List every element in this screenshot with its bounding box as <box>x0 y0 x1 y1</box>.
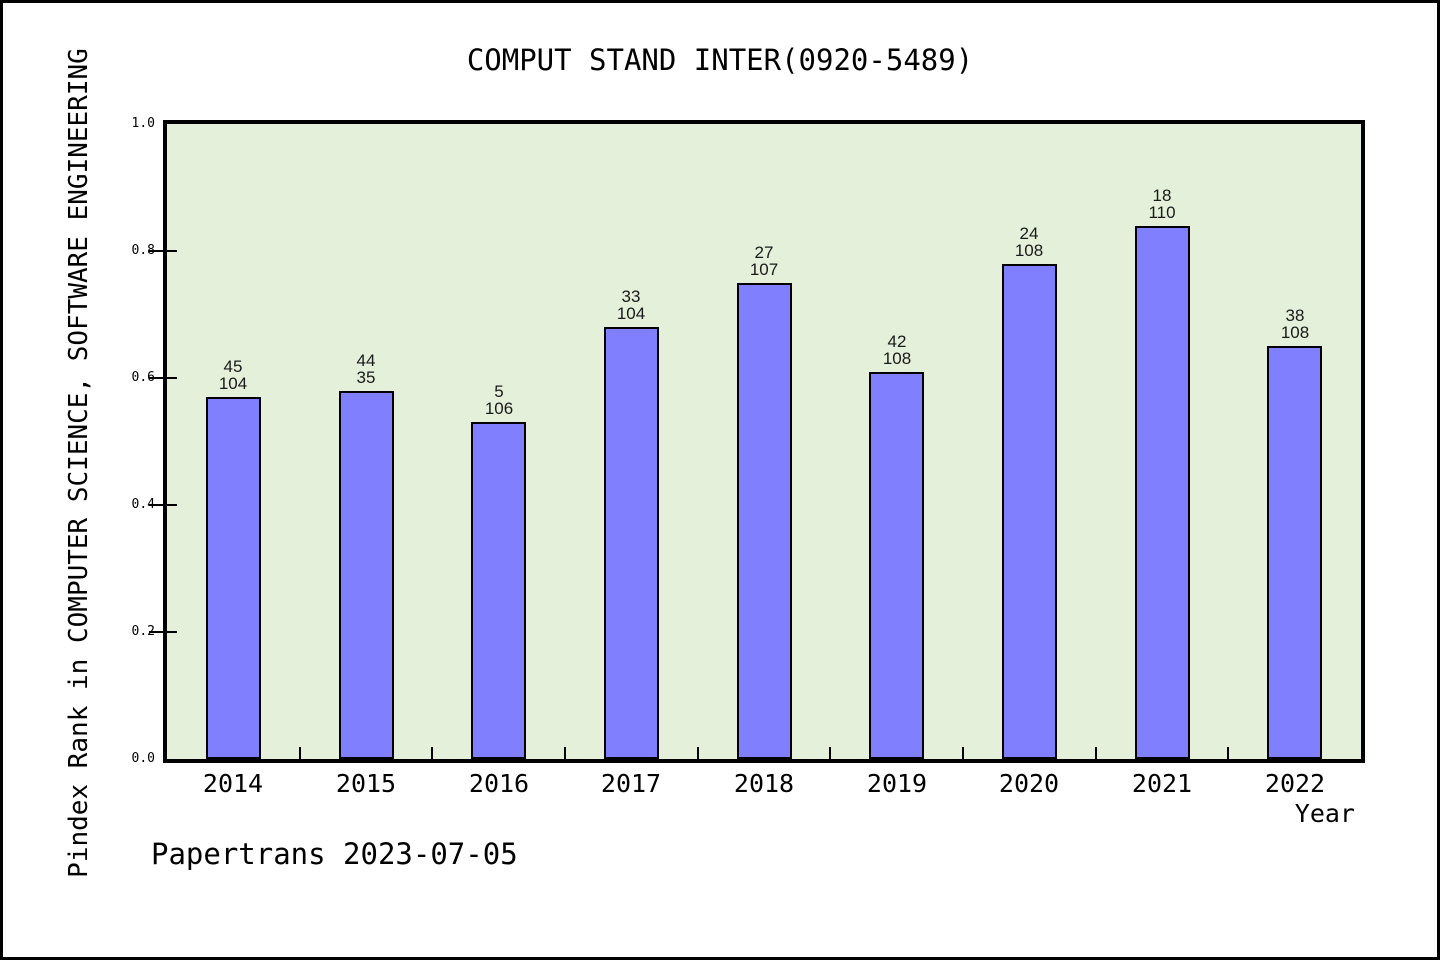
bar-value-label: 42 108 <box>837 333 957 367</box>
bar-total-value: 104 <box>218 374 248 393</box>
bar-rank-value: 38 <box>1285 306 1305 325</box>
bar-rank-value: 42 <box>887 332 907 351</box>
bar-2017 <box>604 327 659 759</box>
x-tick-label: 2014 <box>202 769 264 798</box>
bar-2021 <box>1135 226 1190 759</box>
bar-total-value: 110 <box>1148 203 1176 222</box>
bar-total-value: 108 <box>882 349 912 368</box>
y-tick <box>149 631 177 633</box>
x-tick-label: 2020 <box>998 769 1060 798</box>
bar-2016 <box>471 422 526 759</box>
y-tick-label: 0.0 <box>131 751 155 766</box>
bar-2022 <box>1267 346 1322 759</box>
y-tick-label: 0.4 <box>131 497 155 512</box>
x-tick-label: 2019 <box>866 769 928 798</box>
bar-rank-value: 18 <box>1152 186 1172 205</box>
bar-value-label: 18 110 <box>1102 187 1222 221</box>
x-minor-tick <box>1227 747 1229 759</box>
y-tick <box>149 377 177 379</box>
bar-2014 <box>206 397 261 759</box>
y-tick <box>149 504 177 506</box>
x-tick-label: 2018 <box>733 769 795 798</box>
plot-area: 45 104 44 35 5 106 33 104 27 107 42 108 24 108 18 110 38… <box>163 120 1365 763</box>
bar-rank-value: 33 <box>621 287 641 306</box>
y-axis-label: Pindex Rank in COMPUTER SCIENCE, SOFTWAR… <box>64 48 94 878</box>
x-minor-tick <box>431 747 433 759</box>
bar-value-label: 44 35 <box>306 352 426 386</box>
x-minor-tick <box>564 747 566 759</box>
y-tick-label: 0.6 <box>131 370 155 385</box>
bar-rank-value: 5 <box>494 382 504 401</box>
y-tick-label: 0.2 <box>131 624 155 639</box>
bar-2019 <box>869 372 924 759</box>
bar-2015 <box>339 391 394 759</box>
x-axis-label: Year <box>1294 799 1355 828</box>
x-minor-tick <box>299 747 301 759</box>
bar-total-value: 108 <box>1280 323 1310 342</box>
x-tick-label: 2017 <box>600 769 662 798</box>
x-minor-tick <box>1095 747 1097 759</box>
bar-total-value: 106 <box>484 399 514 418</box>
bar-2020 <box>1002 264 1057 759</box>
x-minor-tick <box>697 747 699 759</box>
y-tick-label: 0.8 <box>131 243 155 258</box>
bar-total-value: 35 <box>356 368 376 387</box>
x-tick-label: 2022 <box>1264 769 1326 798</box>
chart-title: COMPUT STAND INTER(0920-5489) <box>466 43 974 77</box>
bar-value-label: 38 108 <box>1235 307 1355 341</box>
bar-2018 <box>737 283 792 759</box>
bar-rank-value: 45 <box>223 357 243 376</box>
bar-rank-value: 24 <box>1019 224 1039 243</box>
x-tick-label: 2016 <box>468 769 530 798</box>
x-minor-tick <box>829 747 831 759</box>
bar-total-value: 104 <box>616 304 646 323</box>
bar-total-value: 107 <box>749 260 779 279</box>
watermark-text: Papertrans 2023-07-05 <box>151 837 518 871</box>
x-tick-label: 2021 <box>1131 769 1193 798</box>
bar-value-label: 45 104 <box>173 358 293 392</box>
bar-value-label: 24 108 <box>969 225 1089 259</box>
x-tick-label: 2015 <box>335 769 397 798</box>
bar-value-label: 27 107 <box>704 244 824 278</box>
bar-value-label: 5 106 <box>439 383 559 417</box>
bar-value-label: 33 104 <box>571 288 691 322</box>
x-minor-tick <box>962 747 964 759</box>
bar-rank-value: 44 <box>356 351 376 370</box>
y-tick <box>149 250 177 252</box>
y-tick-label: 1.0 <box>131 116 155 131</box>
bar-total-value: 108 <box>1014 241 1044 260</box>
bar-rank-value: 27 <box>754 243 774 262</box>
